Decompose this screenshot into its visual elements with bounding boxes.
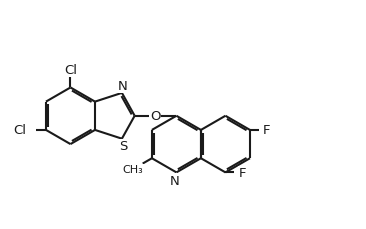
- Text: S: S: [119, 140, 127, 153]
- Text: N: N: [117, 80, 127, 93]
- Text: CH₃: CH₃: [123, 164, 143, 174]
- Text: F: F: [263, 123, 270, 136]
- Text: N: N: [170, 174, 180, 187]
- Text: F: F: [238, 166, 246, 180]
- Text: Cl: Cl: [64, 64, 77, 77]
- Text: Cl: Cl: [14, 123, 26, 136]
- Text: O: O: [150, 110, 160, 123]
